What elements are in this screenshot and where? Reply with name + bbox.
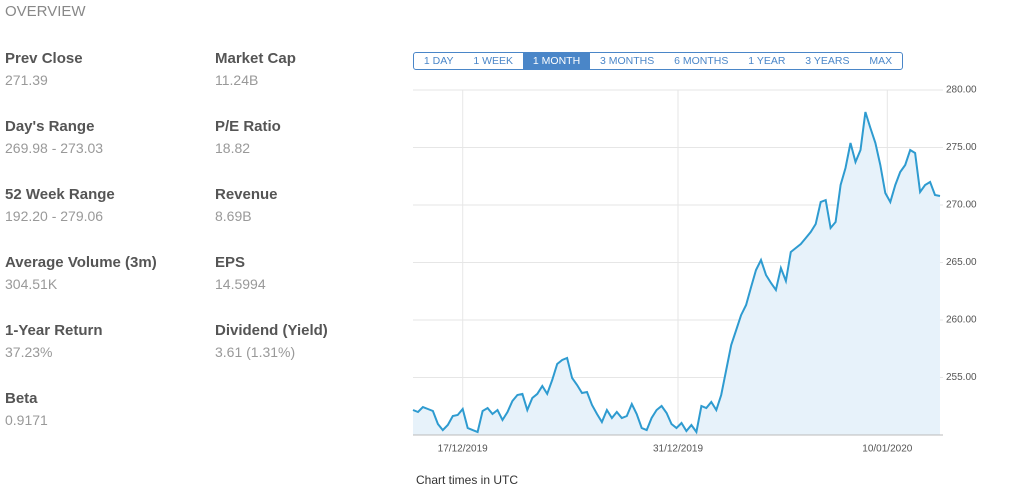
stat-label: EPS (215, 254, 246, 271)
stat-value: 0.9171 (5, 412, 48, 428)
stat-value: 18.82 (215, 140, 251, 156)
y-tick-label: 255.00 (946, 372, 977, 383)
stat: EPS 14.5994 (215, 254, 266, 292)
stat-label: 52 Week Range (5, 186, 115, 203)
x-tick-label: 17/12/2019 (438, 444, 488, 455)
stat-value: 11.24B (215, 72, 259, 88)
area (413, 112, 940, 435)
range-button[interactable]: 1 DAY (423, 55, 454, 67)
stat: P/E Ratio 18.82 (215, 118, 281, 156)
section-title: OVERVIEW (5, 3, 86, 20)
stat-value: 14.5994 (215, 276, 266, 292)
stat-value: 3.61 (1.31%) (215, 344, 296, 360)
stat-label: Prev Close (5, 50, 83, 67)
stat-value: 8.69B (215, 208, 252, 224)
chart-note: Chart times in UTC (416, 473, 519, 487)
line (412, 111, 941, 435)
x-tick-label: 31/12/2019 (653, 444, 703, 455)
stat-value: 37.23% (5, 344, 53, 360)
range-button[interactable]: 6 MONTHS (674, 55, 729, 67)
stat: Revenue 8.69B (215, 186, 278, 224)
stat-label: Beta (5, 390, 38, 407)
stat: 1-Year Return 37.23% (5, 322, 103, 360)
stat-value: 192.20 - 279.06 (5, 208, 104, 224)
range-button[interactable]: 3 MONTHS (600, 55, 655, 67)
stat: Day's Range 269.98 - 273.03 (5, 118, 103, 156)
range-button[interactable]: 3 YEARS (805, 55, 850, 67)
stat-label: Market Cap (215, 50, 296, 67)
stat: Dividend (Yield) 3.61 (1.31%) (215, 322, 328, 360)
stat: Average Volume (3m) 304.51K (5, 254, 157, 292)
stat-label: P/E Ratio (215, 118, 281, 135)
stat: Prev Close 271.39 (5, 50, 83, 88)
stat: 52 Week Range 192.20 - 279.06 (5, 186, 115, 224)
range-button[interactable]: MAX (869, 55, 893, 67)
stat-label: 1-Year Return (5, 322, 103, 339)
y-tick-label: 260.00 (946, 315, 977, 326)
stat: Beta 0.9171 (5, 390, 48, 428)
stat-value: 269.98 - 273.03 (5, 140, 104, 156)
range-buttons: 1 DAY 1 WEEK 1 MONTH 3 MONTHS 6 MONTHS 1 YEAR… (413, 52, 903, 70)
range-button[interactable]: 1 YEAR (748, 55, 786, 67)
x-tick-label: 10/01/2020 (862, 444, 912, 455)
y-tick-label: 280.00 (946, 85, 977, 96)
stat-label: Dividend (Yield) (215, 322, 328, 339)
stat-label: Revenue (215, 186, 278, 203)
y-tick-label: 270.00 (946, 200, 977, 211)
range-button[interactable]: 1 MONTH (522, 53, 591, 69)
stat-label: Day's Range (5, 118, 95, 135)
stat-label: Average Volume (3m) (5, 254, 157, 271)
y-tick-label: 265.00 (946, 257, 977, 268)
stat-value: 304.51K (5, 276, 58, 292)
stat: Market Cap 11.24B (215, 50, 296, 88)
stat-value: 271.39 (5, 72, 48, 88)
y-tick-label: 275.00 (946, 142, 977, 153)
range-button[interactable]: 1 WEEK (473, 55, 514, 67)
